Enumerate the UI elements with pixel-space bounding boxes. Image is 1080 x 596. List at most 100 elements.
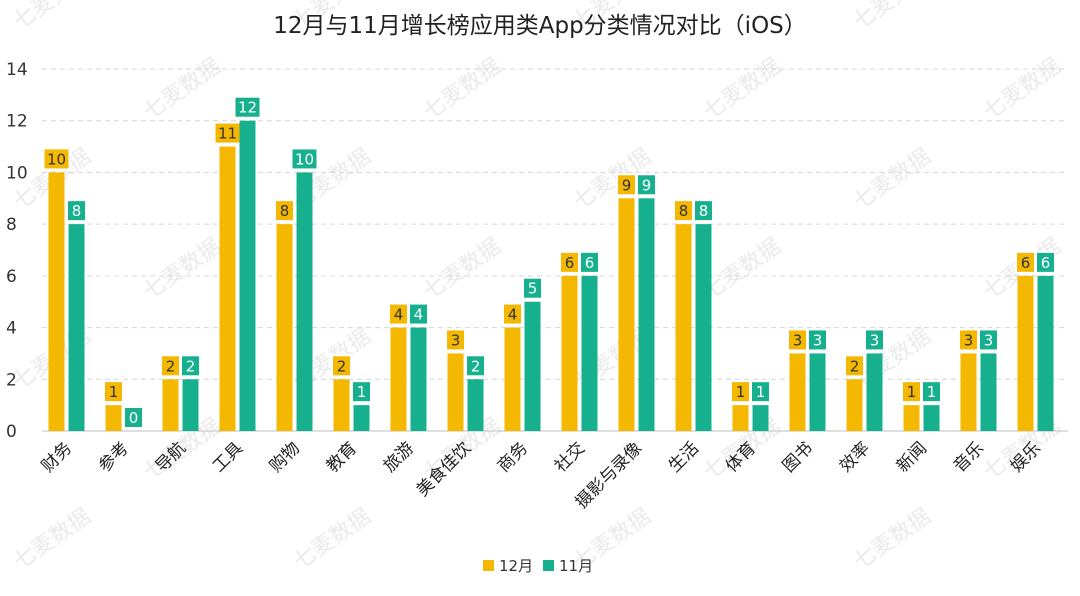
legend-swatch — [483, 560, 494, 571]
data-label: 5 — [528, 280, 538, 298]
bar — [1017, 275, 1034, 431]
chart-title: 12月与11月增长榜应用类App分类情况对比（iOS） — [273, 13, 807, 39]
bar — [618, 198, 635, 431]
data-label: 3 — [870, 331, 880, 349]
data-label-box — [180, 354, 201, 378]
bar — [561, 275, 578, 431]
data-label: 4 — [508, 306, 518, 324]
data-label: 1 — [907, 383, 917, 401]
watermark-text: 七麦数据 — [9, 504, 95, 575]
data-label-box — [1035, 250, 1056, 274]
x-category-label: 参考 — [95, 438, 133, 476]
data-label-box — [579, 250, 600, 274]
data-label-box — [351, 380, 372, 404]
bar — [48, 172, 65, 431]
x-category-label: 音乐 — [950, 438, 988, 476]
gridlines — [42, 68, 1068, 432]
x-category-label: 生活 — [665, 438, 703, 476]
y-tick-label: 10 — [6, 163, 28, 183]
bar — [276, 224, 293, 431]
y-tick-label: 6 — [6, 267, 17, 287]
watermark-text: 七麦数据 — [419, 54, 505, 125]
data-label: 3 — [984, 331, 994, 349]
x-category-label: 购物 — [266, 438, 304, 476]
bar — [219, 146, 236, 432]
data-label-box — [864, 328, 885, 352]
data-label-box — [42, 147, 71, 171]
data-label-box — [290, 147, 319, 171]
bar — [752, 405, 769, 431]
watermark-text: 七麦数据 — [139, 234, 225, 305]
bar — [675, 224, 692, 431]
bar — [353, 405, 370, 431]
data-label-box — [465, 354, 486, 378]
bar — [695, 224, 712, 431]
y-axis: 0 2 4 6 8 10 12 14 — [6, 60, 28, 442]
y-tick-label: 12 — [6, 112, 28, 132]
data-label: 6 — [1021, 254, 1031, 272]
y-tick-label: 8 — [6, 215, 17, 235]
bar — [732, 405, 749, 431]
data-label-box — [978, 328, 999, 352]
bar — [903, 405, 920, 431]
watermark-text: 七麦数据 — [419, 234, 505, 305]
data-label: 8 — [679, 202, 689, 220]
legend-swatch — [543, 560, 554, 571]
bar — [296, 172, 313, 431]
data-label: 3 — [813, 331, 823, 349]
data-label: 3 — [451, 331, 461, 349]
data-label: 2 — [471, 357, 481, 375]
y-tick-label: 14 — [6, 60, 28, 80]
data-label: 4 — [414, 306, 424, 324]
bar — [390, 327, 407, 431]
data-label: 1 — [357, 383, 367, 401]
data-label: 10 — [295, 150, 314, 168]
data-label-box — [274, 199, 295, 223]
data-label-box — [807, 328, 828, 352]
x-category-label: 新闻 — [893, 438, 931, 476]
data-label: 3 — [793, 331, 803, 349]
data-label: 1 — [927, 383, 937, 401]
data-label-box — [66, 199, 87, 223]
bar — [581, 275, 598, 431]
data-label: 10 — [47, 150, 66, 168]
data-label-box — [921, 380, 942, 404]
data-label: 2 — [166, 357, 176, 375]
data-label: 3 — [964, 331, 974, 349]
watermark-text: 七麦数据 — [289, 504, 375, 575]
bar — [809, 353, 826, 431]
bar — [789, 353, 806, 431]
data-label: 8 — [72, 202, 82, 220]
data-label: 9 — [642, 176, 652, 194]
watermark-text: 七麦数据 — [849, 504, 935, 575]
y-tick-label: 0 — [6, 422, 17, 442]
bar — [1037, 275, 1054, 431]
watermark-text: 七麦数据 — [139, 54, 225, 125]
data-label-box — [636, 173, 657, 197]
legend: 12月 11月 — [483, 557, 593, 575]
x-category-label: 教育 — [323, 438, 361, 476]
watermark-text: 七麦数据 — [849, 144, 935, 215]
data-label-box — [445, 328, 466, 352]
data-label: 4 — [394, 306, 404, 324]
bar — [333, 379, 350, 431]
bar — [923, 405, 940, 431]
data-label-box — [502, 302, 523, 326]
x-category-label: 工具 — [209, 438, 247, 476]
x-category-label: 社交 — [551, 438, 589, 476]
data-label-box — [522, 276, 543, 300]
watermark-text: 七麦数据 — [849, 0, 935, 35]
bar — [447, 353, 464, 431]
bar — [410, 327, 427, 431]
legend-label: 11月 — [559, 557, 593, 575]
data-label-box — [408, 302, 429, 326]
watermark-text: 七麦数据 — [699, 234, 785, 305]
data-label-box — [103, 380, 124, 404]
data-label-box — [693, 199, 714, 223]
bar — [162, 379, 179, 431]
bar — [524, 301, 541, 431]
x-category-label: 图书 — [779, 438, 817, 476]
y-tick-label: 2 — [6, 370, 17, 390]
bar — [846, 379, 863, 431]
